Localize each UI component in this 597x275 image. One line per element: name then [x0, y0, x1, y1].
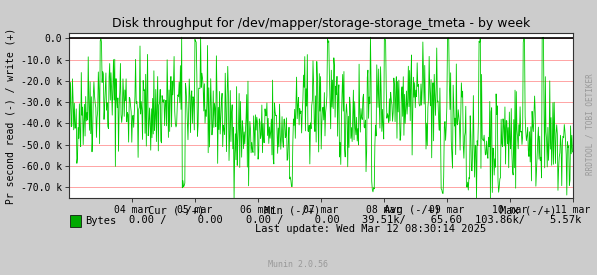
Title: Disk throughput for /dev/mapper/storage-storage_tmeta - by week: Disk throughput for /dev/mapper/storage-…: [112, 17, 530, 31]
Text: 0.00 /     0.00: 0.00 / 0.00: [129, 215, 223, 225]
Text: Avg (-/+): Avg (-/+): [384, 205, 440, 215]
Text: Cur (-/+): Cur (-/+): [148, 205, 204, 215]
Text: Pr second read (-) / write (+): Pr second read (-) / write (+): [6, 28, 16, 204]
Text: RRDTOOL / TOBI OETIKER: RRDTOOL / TOBI OETIKER: [585, 73, 594, 175]
Text: 39.51k/    65.60: 39.51k/ 65.60: [362, 215, 462, 225]
Text: Max (-/+): Max (-/+): [500, 205, 556, 215]
Text: 103.86k/    5.57k: 103.86k/ 5.57k: [475, 215, 581, 225]
Text: Last update: Wed Mar 12 08:30:14 2025: Last update: Wed Mar 12 08:30:14 2025: [254, 224, 486, 234]
Text: Munin 2.0.56: Munin 2.0.56: [269, 260, 328, 269]
Text: Min (-/+): Min (-/+): [264, 205, 321, 215]
Text: 0.00 /     0.00: 0.00 / 0.00: [245, 215, 340, 225]
Text: Bytes: Bytes: [85, 216, 116, 226]
